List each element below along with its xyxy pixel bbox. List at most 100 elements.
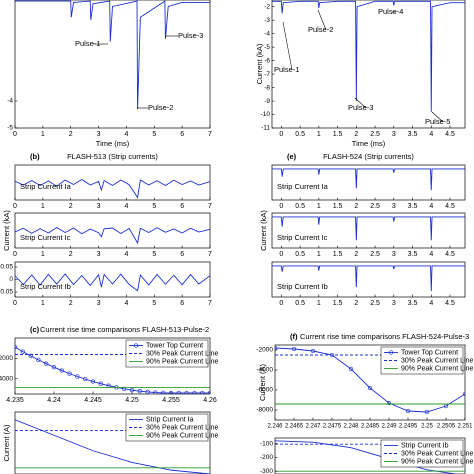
y-tick-label: -6000 (256, 387, 273, 394)
plot-content (15, 273, 210, 292)
x-tick-label: 2.5 (370, 131, 380, 138)
data-point (59, 368, 64, 373)
series-line (15, 226, 210, 245)
y-tick-label: -100 (260, 440, 273, 447)
plot-area (14, 411, 211, 474)
x-tick-label: 2 (354, 203, 358, 210)
data-point (291, 346, 297, 352)
legend-box (380, 439, 464, 468)
legend-label: Tower Top Current (401, 349, 458, 356)
annotation: Strip Current Ic (20, 233, 71, 242)
x-tick-label: 2.249 (381, 424, 397, 430)
y-tick-label: -2000 (0, 355, 13, 362)
annotation-arrow (354, 97, 367, 109)
annotation: Pulse-3 (348, 103, 373, 112)
series-line (15, 419, 210, 474)
legend-label: 90% Peak Current Line (401, 458, 473, 465)
panel-label: (f) (290, 332, 298, 341)
panel-title: FLASH-524 (Strip currents) (323, 152, 414, 161)
series-line (275, 440, 459, 474)
x-tick-label: 3 (392, 251, 396, 258)
plot-content (272, 0, 465, 112)
panel-title: Current rise time comparisons FLASH-524-… (300, 332, 469, 341)
x-tick-label: 2.2505 (437, 424, 456, 430)
legend-label: Strip Current Ib (401, 442, 449, 449)
y-axis-label: Current (A) (2, 424, 11, 462)
plot-area (271, 261, 466, 298)
x-tick-label: 4.5 (445, 300, 455, 307)
x-tick-label: 4 (429, 131, 433, 138)
annotation: Pulse-5 (425, 117, 450, 126)
plot-content (275, 345, 465, 415)
plot-content (272, 265, 465, 292)
y-tick-label: -7 (264, 71, 270, 78)
x-tick-label: 0 (13, 251, 17, 258)
legend-marker (388, 350, 394, 355)
x-tick-label: 1 (317, 203, 321, 210)
x-tick-label: 0 (13, 131, 17, 138)
annotation: Pulse-4 (378, 7, 403, 16)
series-line (272, 216, 465, 241)
x-tick-label: 1 (41, 131, 45, 138)
plot-content (272, 168, 465, 191)
data-point (405, 408, 411, 414)
x-tick-label: 3 (97, 251, 101, 258)
legend-label: 30% Peak Current Line (401, 450, 473, 457)
data-point (200, 390, 205, 394)
legend-marker (133, 343, 139, 348)
y-tick-label: -4 (264, 30, 270, 37)
panel-title: Current rise time comparisons FLASH-513-… (40, 325, 209, 334)
data-point (207, 390, 210, 394)
y-axis-label: Current (A) (258, 363, 267, 401)
panel-label: (c) (30, 325, 40, 334)
x-tick-label: 3.5 (408, 203, 418, 210)
y-axis-label: Current (kA) (2, 210, 11, 251)
x-tick-label: 7 (208, 251, 212, 258)
y-tick-label: -4000 (256, 367, 273, 374)
x-tick-label: 1 (41, 203, 45, 210)
y-tick-label: -6 (264, 57, 270, 64)
legend-label: Strip Current Ia (146, 416, 194, 423)
x-tick-label: 3 (97, 131, 101, 138)
x-tick-label: 2 (69, 203, 73, 210)
x-tick-label: 5 (152, 300, 156, 307)
data-point (161, 390, 166, 394)
x-tick-label: 0 (279, 300, 283, 307)
x-tick-label: 1 (317, 131, 321, 138)
data-point (44, 361, 49, 366)
x-tick-label: 4 (124, 251, 128, 258)
series-line (272, 0, 465, 112)
x-tick-label: 2.247 (305, 424, 321, 430)
x-tick-label: 1 (41, 251, 45, 258)
x-tick-label: 2.2465 (285, 424, 304, 430)
x-tick-label: 6 (180, 251, 184, 258)
plot-content (15, 226, 210, 245)
x-tick-label: 2 (354, 251, 358, 258)
x-tick-label: 4.24 (47, 397, 61, 404)
annotation: Pulse-1 (274, 65, 299, 74)
y-tick-label: -3 (264, 17, 270, 24)
x-tick-label: 4.5 (445, 203, 455, 210)
x-tick-label: 6 (180, 300, 184, 307)
y-tick-label: -8000 (256, 407, 273, 414)
x-tick-label: 4 (124, 131, 128, 138)
x-tick-label: 4.5 (445, 251, 455, 258)
x-tick-label: 0 (279, 203, 283, 210)
y-tick-label: -0.05 (0, 289, 13, 296)
plot-content (275, 440, 465, 474)
x-tick-label: 4.255 (162, 397, 180, 404)
data-point (51, 365, 57, 370)
x-tick-label: 4.26 (203, 397, 217, 404)
plot-content (15, 178, 210, 199)
plot-content (15, 345, 210, 394)
x-tick-label: 2.251 (457, 424, 473, 430)
x-tick-label: 4.245 (84, 397, 102, 404)
data-point (20, 349, 25, 354)
data-point (424, 409, 430, 415)
data-point (348, 366, 354, 372)
plot-content (15, 0, 210, 110)
annotation: Pulse-1 (75, 39, 100, 48)
plot-area (271, 0, 466, 129)
x-tick-label: 4 (124, 203, 128, 210)
x-tick-label: 6 (180, 203, 184, 210)
